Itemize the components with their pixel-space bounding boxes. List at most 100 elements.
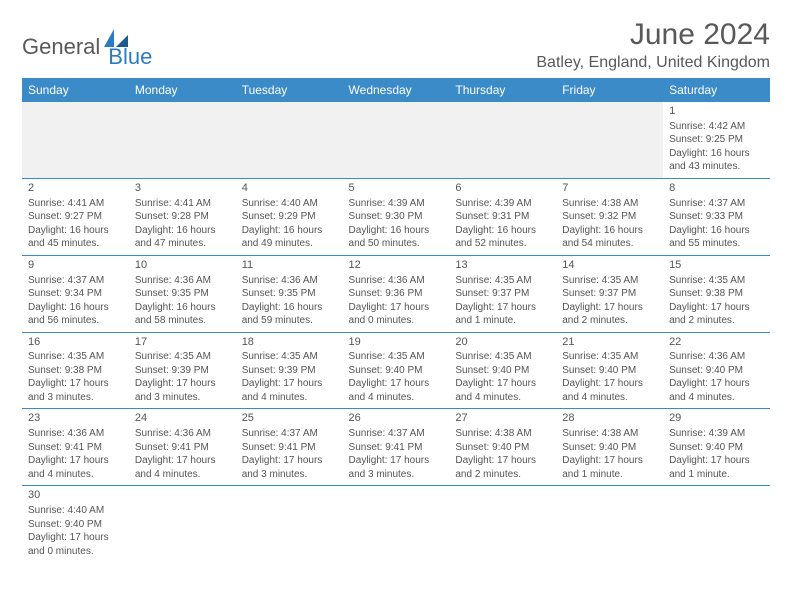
- calendar-cell-empty: [449, 102, 556, 178]
- calendar-cell-empty: [129, 486, 236, 562]
- sunrise-text: Sunrise: 4:39 AM: [349, 197, 444, 211]
- sunrise-text: Sunrise: 4:37 AM: [28, 274, 123, 288]
- sunset-text: Sunset: 9:32 PM: [562, 210, 657, 224]
- calendar-row: 30Sunrise: 4:40 AMSunset: 9:40 PMDayligh…: [22, 486, 770, 562]
- sunrise-text: Sunrise: 4:36 AM: [135, 274, 230, 288]
- sunrise-text: Sunrise: 4:35 AM: [455, 350, 550, 364]
- sunrise-text: Sunrise: 4:36 AM: [28, 427, 123, 441]
- calendar-cell: 3Sunrise: 4:41 AMSunset: 9:28 PMDaylight…: [129, 178, 236, 255]
- sunrise-text: Sunrise: 4:35 AM: [28, 350, 123, 364]
- daylight-text: Daylight: 16 hours: [669, 224, 764, 238]
- sunrise-text: Sunrise: 4:40 AM: [242, 197, 337, 211]
- sunset-text: Sunset: 9:41 PM: [242, 441, 337, 455]
- daylight-text: and 3 minutes.: [349, 468, 444, 482]
- day-number: 27: [455, 411, 550, 426]
- sunrise-text: Sunrise: 4:35 AM: [349, 350, 444, 364]
- daylight-text: Daylight: 17 hours: [455, 301, 550, 315]
- daylight-text: and 3 minutes.: [135, 391, 230, 405]
- calendar-cell-empty: [663, 486, 770, 562]
- day-number: 13: [455, 258, 550, 273]
- sunset-text: Sunset: 9:41 PM: [349, 441, 444, 455]
- daylight-text: Daylight: 16 hours: [28, 224, 123, 238]
- sunrise-text: Sunrise: 4:35 AM: [562, 274, 657, 288]
- day-number: 4: [242, 181, 337, 196]
- header: General Blue June 2024 Batley, England, …: [22, 18, 770, 72]
- calendar-cell-empty: [236, 102, 343, 178]
- sunset-text: Sunset: 9:38 PM: [669, 287, 764, 301]
- sunset-text: Sunset: 9:39 PM: [242, 364, 337, 378]
- daylight-text: and 45 minutes.: [28, 237, 123, 251]
- daylight-text: Daylight: 17 hours: [242, 454, 337, 468]
- sunrise-text: Sunrise: 4:40 AM: [28, 504, 123, 518]
- daylight-text: and 4 minutes.: [135, 468, 230, 482]
- calendar-row: 2Sunrise: 4:41 AMSunset: 9:27 PMDaylight…: [22, 178, 770, 255]
- daylight-text: and 1 minute.: [669, 468, 764, 482]
- daylight-text: and 54 minutes.: [562, 237, 657, 251]
- daylight-text: and 1 minute.: [455, 314, 550, 328]
- daylight-text: and 52 minutes.: [455, 237, 550, 251]
- day-number: 18: [242, 335, 337, 350]
- sunset-text: Sunset: 9:35 PM: [242, 287, 337, 301]
- logo-text-general: General: [22, 34, 100, 60]
- day-number: 25: [242, 411, 337, 426]
- calendar-row: 9Sunrise: 4:37 AMSunset: 9:34 PMDaylight…: [22, 255, 770, 332]
- calendar-cell: 12Sunrise: 4:36 AMSunset: 9:36 PMDayligh…: [343, 255, 450, 332]
- calendar-cell-empty: [556, 486, 663, 562]
- day-number: 21: [562, 335, 657, 350]
- daylight-text: and 59 minutes.: [242, 314, 337, 328]
- sunset-text: Sunset: 9:31 PM: [455, 210, 550, 224]
- sunrise-text: Sunrise: 4:38 AM: [562, 427, 657, 441]
- daylight-text: Daylight: 17 hours: [349, 301, 444, 315]
- sunset-text: Sunset: 9:40 PM: [562, 364, 657, 378]
- calendar-cell: 23Sunrise: 4:36 AMSunset: 9:41 PMDayligh…: [22, 409, 129, 486]
- day-number: 6: [455, 181, 550, 196]
- calendar-cell-empty: [343, 102, 450, 178]
- sunset-text: Sunset: 9:40 PM: [455, 364, 550, 378]
- daylight-text: and 43 minutes.: [669, 160, 764, 174]
- day-number: 17: [135, 335, 230, 350]
- daylight-text: Daylight: 17 hours: [455, 454, 550, 468]
- daylight-text: Daylight: 16 hours: [135, 301, 230, 315]
- daylight-text: Daylight: 16 hours: [455, 224, 550, 238]
- sunrise-text: Sunrise: 4:39 AM: [669, 427, 764, 441]
- weekday-header: Monday: [129, 78, 236, 102]
- calendar-row: 16Sunrise: 4:35 AMSunset: 9:38 PMDayligh…: [22, 332, 770, 409]
- sunrise-text: Sunrise: 4:37 AM: [242, 427, 337, 441]
- daylight-text: and 2 minutes.: [455, 468, 550, 482]
- day-number: 29: [669, 411, 764, 426]
- calendar-cell: 19Sunrise: 4:35 AMSunset: 9:40 PMDayligh…: [343, 332, 450, 409]
- sunset-text: Sunset: 9:37 PM: [562, 287, 657, 301]
- daylight-text: Daylight: 16 hours: [562, 224, 657, 238]
- weekday-header: Sunday: [22, 78, 129, 102]
- calendar-cell-empty: [343, 486, 450, 562]
- calendar-cell: 18Sunrise: 4:35 AMSunset: 9:39 PMDayligh…: [236, 332, 343, 409]
- calendar-cell: 8Sunrise: 4:37 AMSunset: 9:33 PMDaylight…: [663, 178, 770, 255]
- sunset-text: Sunset: 9:40 PM: [455, 441, 550, 455]
- day-number: 28: [562, 411, 657, 426]
- daylight-text: and 4 minutes.: [28, 468, 123, 482]
- sunrise-text: Sunrise: 4:35 AM: [669, 274, 764, 288]
- sunrise-text: Sunrise: 4:36 AM: [349, 274, 444, 288]
- sunrise-text: Sunrise: 4:36 AM: [669, 350, 764, 364]
- day-number: 19: [349, 335, 444, 350]
- weekday-header: Wednesday: [343, 78, 450, 102]
- calendar-row: 1Sunrise: 4:42 AMSunset: 9:25 PMDaylight…: [22, 102, 770, 178]
- daylight-text: Daylight: 16 hours: [135, 224, 230, 238]
- sunrise-text: Sunrise: 4:35 AM: [242, 350, 337, 364]
- daylight-text: and 3 minutes.: [28, 391, 123, 405]
- day-number: 23: [28, 411, 123, 426]
- sunset-text: Sunset: 9:40 PM: [669, 364, 764, 378]
- day-number: 15: [669, 258, 764, 273]
- sunset-text: Sunset: 9:40 PM: [349, 364, 444, 378]
- daylight-text: and 47 minutes.: [135, 237, 230, 251]
- daylight-text: and 4 minutes.: [455, 391, 550, 405]
- daylight-text: Daylight: 17 hours: [669, 301, 764, 315]
- daylight-text: Daylight: 17 hours: [135, 454, 230, 468]
- day-number: 30: [28, 488, 123, 503]
- daylight-text: Daylight: 17 hours: [669, 454, 764, 468]
- sunset-text: Sunset: 9:37 PM: [455, 287, 550, 301]
- month-title: June 2024: [536, 18, 770, 52]
- day-number: 16: [28, 335, 123, 350]
- calendar-cell: 10Sunrise: 4:36 AMSunset: 9:35 PMDayligh…: [129, 255, 236, 332]
- sunset-text: Sunset: 9:41 PM: [135, 441, 230, 455]
